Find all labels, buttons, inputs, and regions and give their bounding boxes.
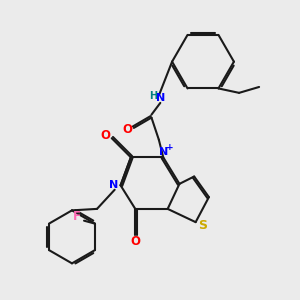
Text: N: N [159,147,168,157]
Text: H: H [149,91,157,100]
Text: O: O [101,129,111,142]
Text: +: + [166,143,173,152]
Text: F: F [73,210,81,223]
Text: N: N [156,94,165,103]
Text: O: O [122,123,132,136]
Text: O: O [130,235,140,248]
Text: S: S [199,219,208,232]
Text: N: N [110,180,119,190]
